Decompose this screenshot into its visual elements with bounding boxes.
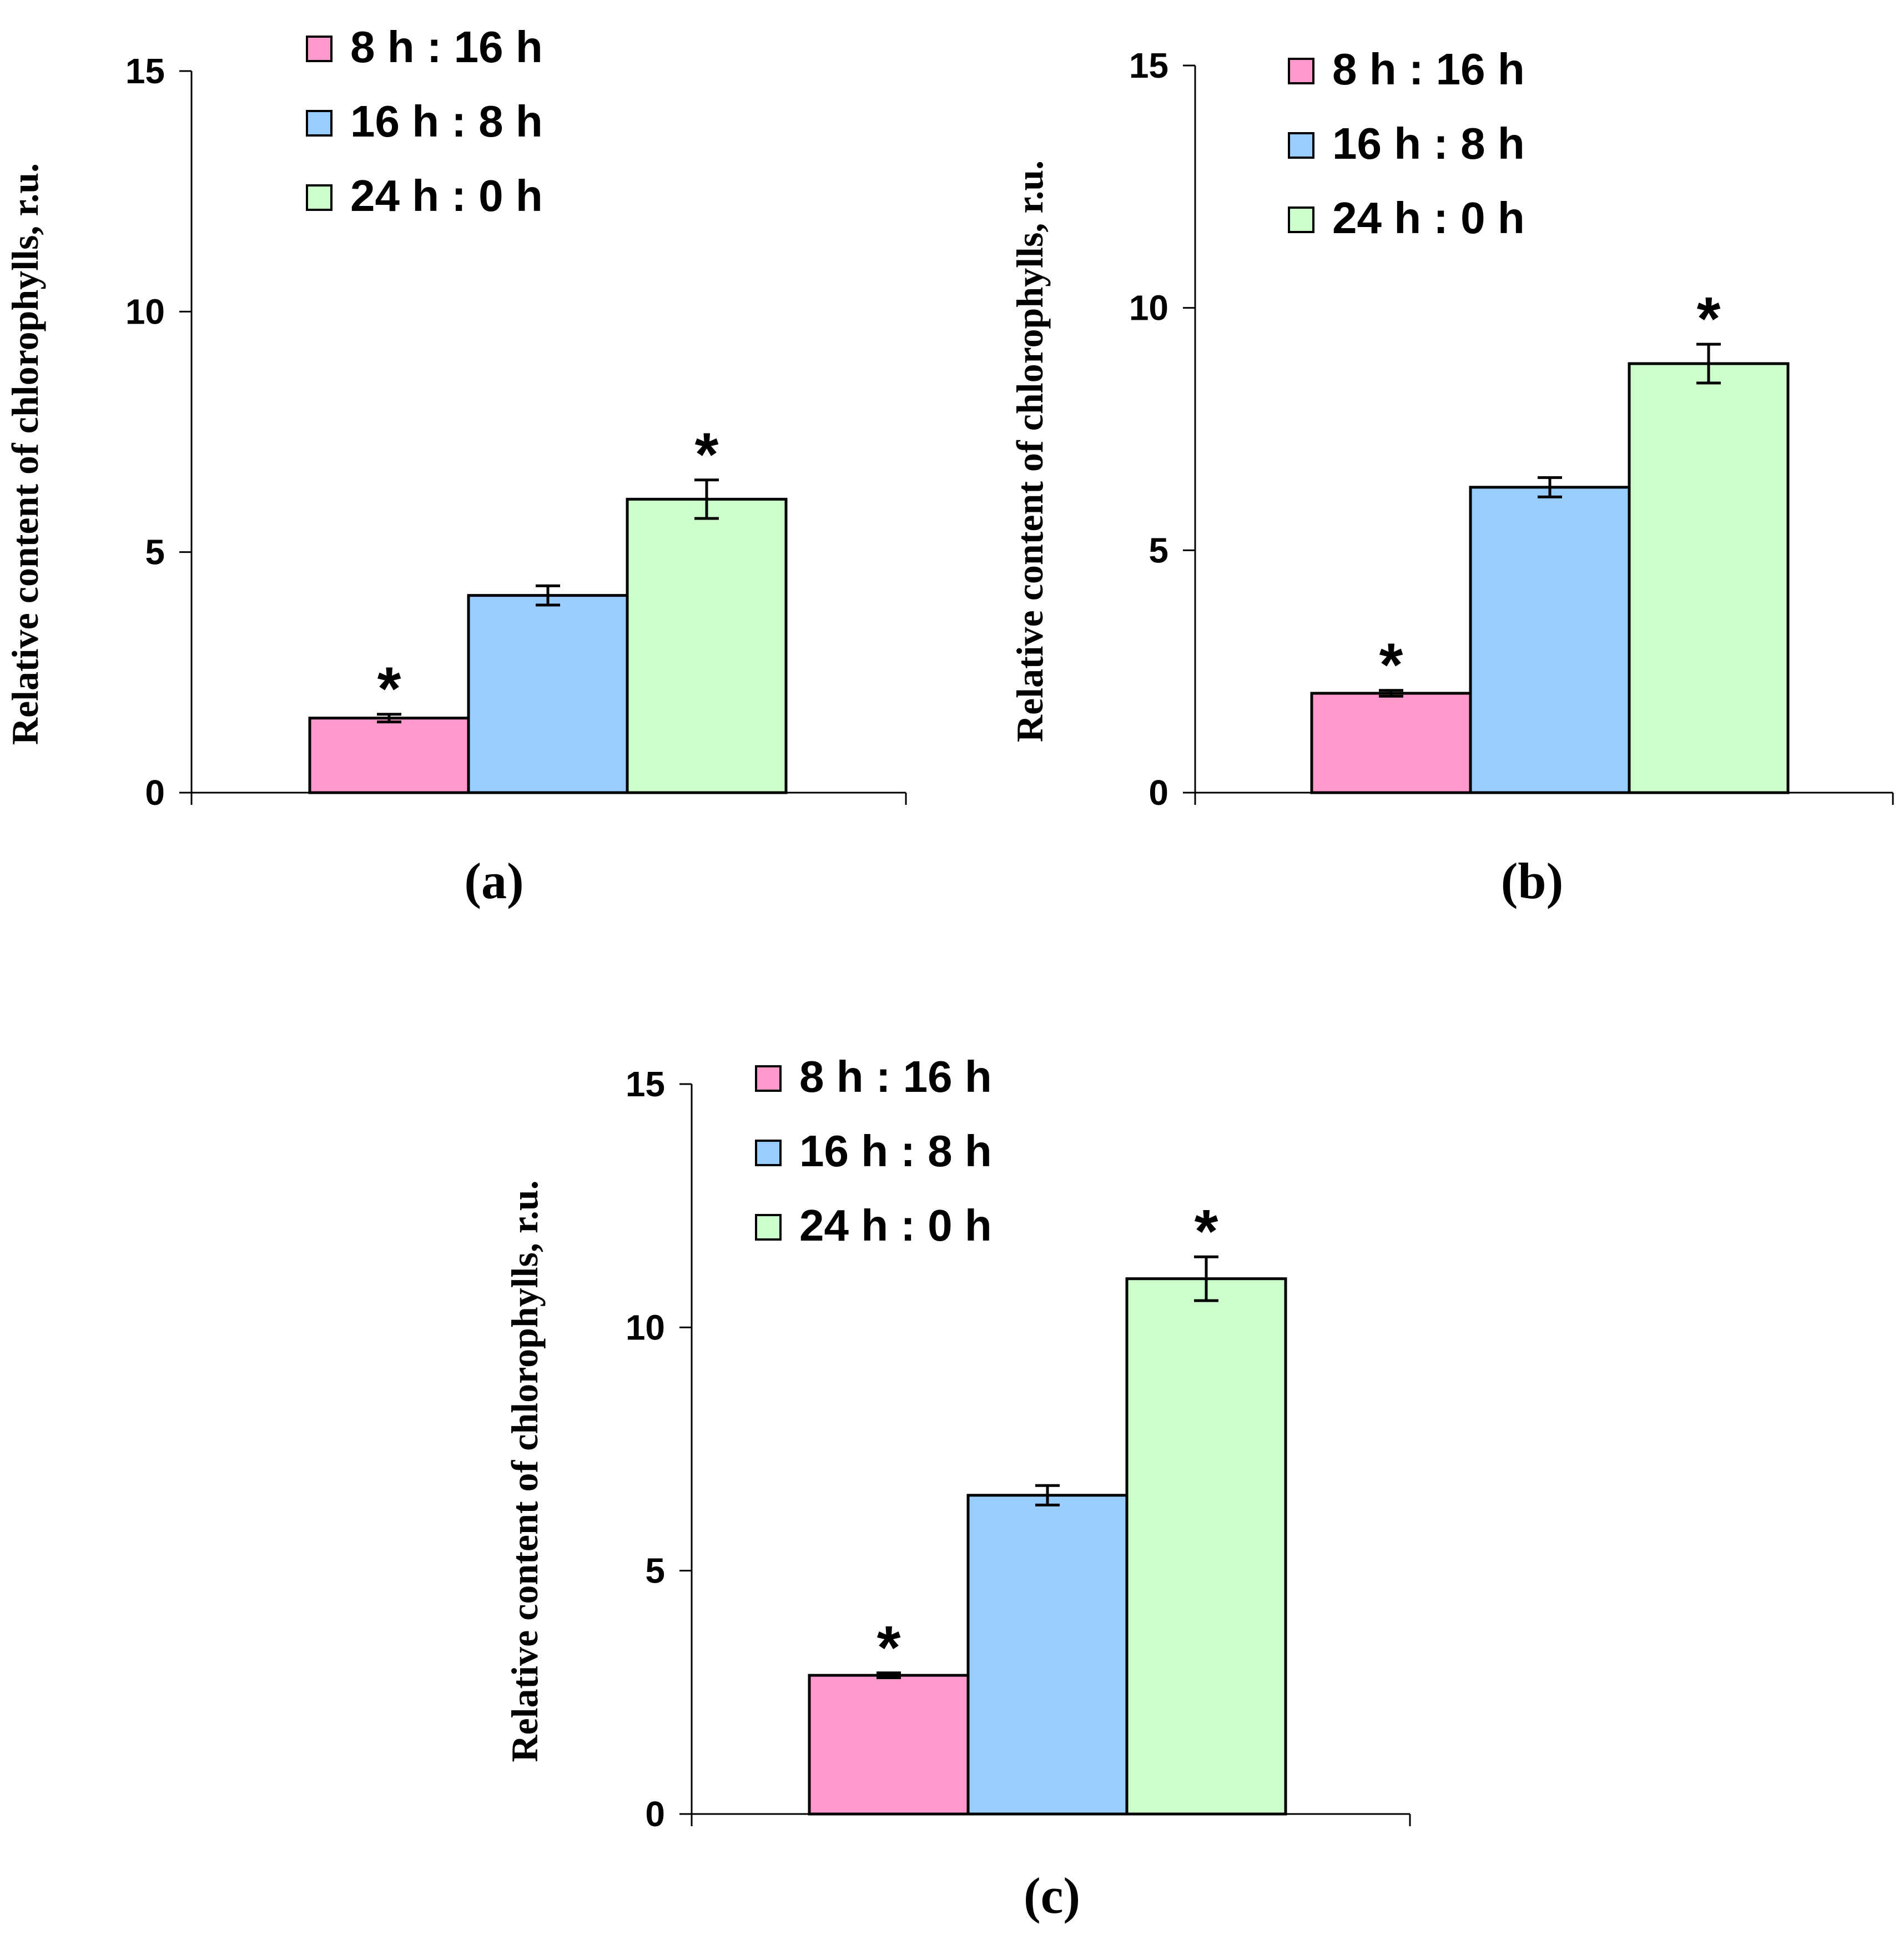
legend-label: 16 h : 8 h bbox=[1332, 119, 1525, 168]
legend-swatch bbox=[1288, 132, 1314, 159]
legend-label: 24 h : 0 h bbox=[799, 1201, 992, 1250]
y-tick-label: 10 bbox=[626, 1307, 665, 1347]
bar bbox=[308, 717, 470, 794]
bar bbox=[1469, 486, 1631, 794]
y-axis-title: Relative content of chlorophylls, r.u. bbox=[1009, 160, 1051, 742]
y-tick-label: 10 bbox=[1129, 288, 1168, 328]
y-axis-title: Relative content of chlorophylls, r.u. bbox=[503, 1180, 546, 1762]
legend-label: 24 h : 0 h bbox=[350, 171, 543, 220]
panel-label: (a) bbox=[464, 853, 523, 909]
legend-label: 16 h : 8 h bbox=[350, 97, 543, 146]
y-tick-label: 15 bbox=[1129, 46, 1168, 85]
chart-panel-2: 0 5 10 15 Relative content of chlorophylls, … bbox=[1009, 44, 1894, 909]
y-tick-label: 0 bbox=[645, 1794, 665, 1834]
legend-label: 8 h : 16 h bbox=[350, 22, 543, 72]
significance-marker: * bbox=[1697, 285, 1721, 353]
bar bbox=[467, 594, 629, 794]
legend-swatch bbox=[755, 1065, 782, 1092]
panel-label: (b) bbox=[1501, 853, 1563, 909]
significance-marker: * bbox=[695, 421, 719, 489]
chart-panel-1: 0 5 10 15 Relative content of chlorophylls, … bbox=[4, 22, 907, 909]
legend-swatch bbox=[1288, 206, 1314, 233]
y-tick-label: 0 bbox=[145, 773, 165, 813]
y-tick-label: 0 bbox=[1149, 773, 1168, 813]
legend-swatch bbox=[306, 184, 333, 211]
panel-label: (c) bbox=[1024, 1867, 1080, 1924]
bar bbox=[626, 497, 788, 794]
significance-marker: * bbox=[1379, 631, 1403, 699]
y-tick-label: 10 bbox=[125, 291, 165, 331]
legend-label: 8 h : 16 h bbox=[1332, 44, 1525, 94]
legend-swatch bbox=[1288, 58, 1314, 84]
significance-marker: * bbox=[877, 1614, 901, 1682]
y-tick-label: 15 bbox=[125, 51, 165, 91]
legend-label: 16 h : 8 h bbox=[799, 1126, 992, 1176]
legend-swatch bbox=[755, 1214, 782, 1241]
y-axis-title: Relative content of chlorophylls, r.u. bbox=[4, 163, 46, 745]
bar bbox=[1628, 362, 1790, 794]
chart-panel-3: 0 5 10 15 Relative content of chlorophylls, … bbox=[503, 1052, 1411, 1924]
y-tick-label: 5 bbox=[645, 1551, 665, 1591]
legend-label: 8 h : 16 h bbox=[799, 1052, 992, 1101]
bar bbox=[808, 1674, 970, 1816]
y-tick-label: 15 bbox=[626, 1064, 665, 1104]
y-tick-label: 5 bbox=[1149, 530, 1168, 570]
bar bbox=[966, 1494, 1129, 1816]
legend-label: 24 h : 0 h bbox=[1332, 193, 1525, 243]
bar bbox=[1125, 1277, 1287, 1816]
legend-swatch bbox=[306, 110, 333, 137]
y-tick-label: 5 bbox=[145, 532, 165, 572]
legend-swatch bbox=[755, 1140, 782, 1166]
significance-marker: * bbox=[1195, 1197, 1218, 1266]
bar bbox=[1310, 692, 1472, 794]
legend-swatch bbox=[306, 36, 333, 62]
significance-marker: * bbox=[377, 655, 401, 723]
